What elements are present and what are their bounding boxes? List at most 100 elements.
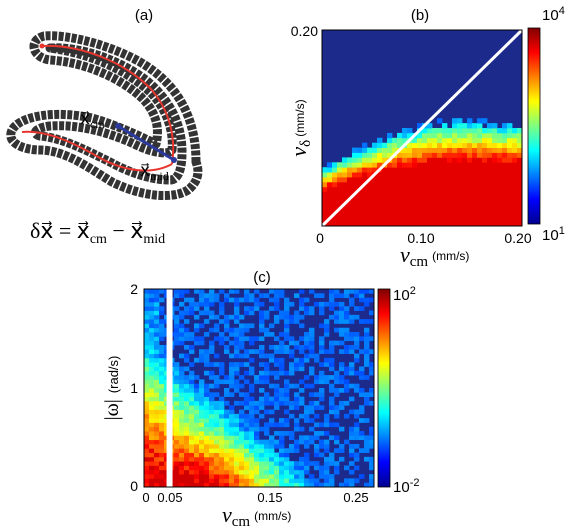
heatmap-c-cell: [159, 357, 165, 363]
heatmap-c-cell: [254, 375, 260, 380]
heatmap-c-cell: [334, 435, 340, 441]
heatmap-c-cell: [354, 478, 360, 484]
heatmap-c-cell: [184, 405, 190, 410]
heatmap-c-cell: [354, 443, 360, 449]
heatmap-c-cell: [299, 388, 305, 393]
heatmap-c-cell: [154, 409, 160, 415]
heatmap-c-cell: [224, 452, 230, 458]
heatmap-b-cell: [427, 181, 433, 188]
heatmap-c-cell: [174, 379, 180, 385]
heatmap-b-cell: [487, 186, 493, 193]
heatmap-c-cell: [264, 353, 270, 359]
heatmap-c-cell: [329, 293, 335, 298]
heatmap-c-cell: [184, 366, 190, 372]
heatmap-c-cell: [144, 400, 150, 406]
heatmap-b-cell: [452, 201, 458, 207]
heatmap-c-cell: [289, 443, 295, 449]
heatmap-c-cell: [269, 396, 275, 402]
heatmap-b-cell: [392, 177, 398, 183]
heatmap-c-cell: [144, 396, 150, 402]
heatmap-c-cell: [364, 400, 370, 406]
heatmap-c-cell: [339, 362, 345, 367]
heatmap-c-cell: [204, 357, 210, 363]
heatmap-c-cell: [329, 357, 335, 363]
heatmap-b-cell: [407, 221, 413, 226]
heatmap-b-cell: [462, 216, 468, 222]
heatmap-c-cell: [194, 456, 200, 462]
heatmap-c-cell: [199, 289, 205, 294]
heatmap-c-cell: [294, 426, 300, 432]
heatmap-c-cell: [289, 366, 295, 372]
heatmap-c-cell: [199, 439, 205, 445]
heatmap-c-cell: [184, 456, 190, 462]
heatmap-b-cell: [382, 181, 388, 188]
heatmap-b-cell: [347, 191, 353, 197]
heatmap-b-cell: [502, 172, 508, 178]
heatmap-c-cell: [179, 383, 185, 389]
heatmap-c-cell: [179, 379, 185, 385]
heatmap-b-cell: [337, 211, 343, 217]
heatmap-c-cell: [179, 336, 185, 342]
heatmap-b-cell: [442, 128, 448, 134]
heatmap-c-cell: [304, 413, 310, 419]
heatmap-c-cell: [324, 465, 330, 471]
heatmap-b-cell: [332, 201, 338, 207]
heatmap-c-cell: [179, 418, 185, 423]
heatmap-b-cell: [512, 132, 518, 139]
heatmap-c-cell: [344, 293, 350, 298]
heatmap-c-cell: [144, 431, 150, 436]
heatmap-b-cell: [332, 162, 338, 168]
heatmap-c-cell: [259, 379, 265, 385]
heatmap-b-cell: [477, 181, 483, 188]
c-xlabel: vcm (mm/s): [222, 502, 291, 529]
heatmap-b-cell: [492, 211, 498, 217]
heatmap-c-cell: [149, 289, 155, 294]
heatmap-b-cell: [452, 221, 458, 226]
heatmap-b-cell: [477, 147, 483, 153]
heatmap-c-cell: [174, 323, 180, 329]
heatmap-b-cell: [322, 211, 328, 217]
heatmap-c-cell: [234, 336, 240, 342]
heatmap-c-cell: [189, 482, 195, 487]
c-ytick-1: 1: [130, 380, 138, 396]
heatmap-c-cell: [154, 353, 160, 359]
heatmap-c-cell: [209, 474, 215, 479]
heatmap-b-cell: [417, 167, 423, 173]
heatmap-c-cell: [204, 461, 210, 466]
heatmap-c-cell: [249, 482, 255, 487]
heatmap-c-cell: [239, 392, 245, 397]
heatmap-c-cell: [334, 314, 340, 320]
heatmap-b-cell: [427, 177, 433, 183]
heatmap-b-cell: [467, 147, 473, 153]
heatmap-c-cell: [274, 469, 280, 475]
heatmap-b-cell: [477, 157, 483, 163]
heatmap-c-cell: [234, 431, 240, 436]
heatmap-b-cell: [482, 196, 488, 202]
heatmap-b-cell: [432, 196, 438, 202]
heatmap-b-cell: [502, 167, 508, 173]
heatmap-c-cell: [159, 443, 165, 449]
heatmap-c-cell: [259, 452, 265, 458]
c-ylabel-symbol: |ω|: [101, 399, 123, 420]
heatmap-c-cell: [334, 461, 340, 466]
heatmap-c-cell: [289, 383, 295, 389]
heatmap-b-cell: [377, 191, 383, 197]
heatmap-b-cell: [517, 196, 522, 202]
heatmap-c-cell: [179, 327, 185, 333]
heatmap-b-cell: [452, 157, 458, 163]
heatmap-c-cell: [174, 426, 180, 432]
heatmap-c-cell: [154, 301, 160, 307]
heatmap-c-cell: [209, 289, 215, 294]
heatmap-c-cell: [299, 461, 305, 466]
heatmap-b-cell: [332, 196, 338, 202]
heatmap-b-cell: [502, 191, 508, 197]
heatmap-c-cell: [204, 392, 210, 397]
heatmap-c-cell: [339, 448, 345, 453]
heatmap-c-cell: [344, 388, 350, 393]
heatmap-c-cell: [339, 379, 345, 385]
heatmap-c-cell: [269, 289, 275, 294]
heatmap-b-cell: [422, 181, 428, 188]
heatmap-c-cell: [264, 293, 270, 298]
heatmap-c-cell: [219, 400, 225, 406]
heatmap-b-cell: [477, 172, 483, 178]
